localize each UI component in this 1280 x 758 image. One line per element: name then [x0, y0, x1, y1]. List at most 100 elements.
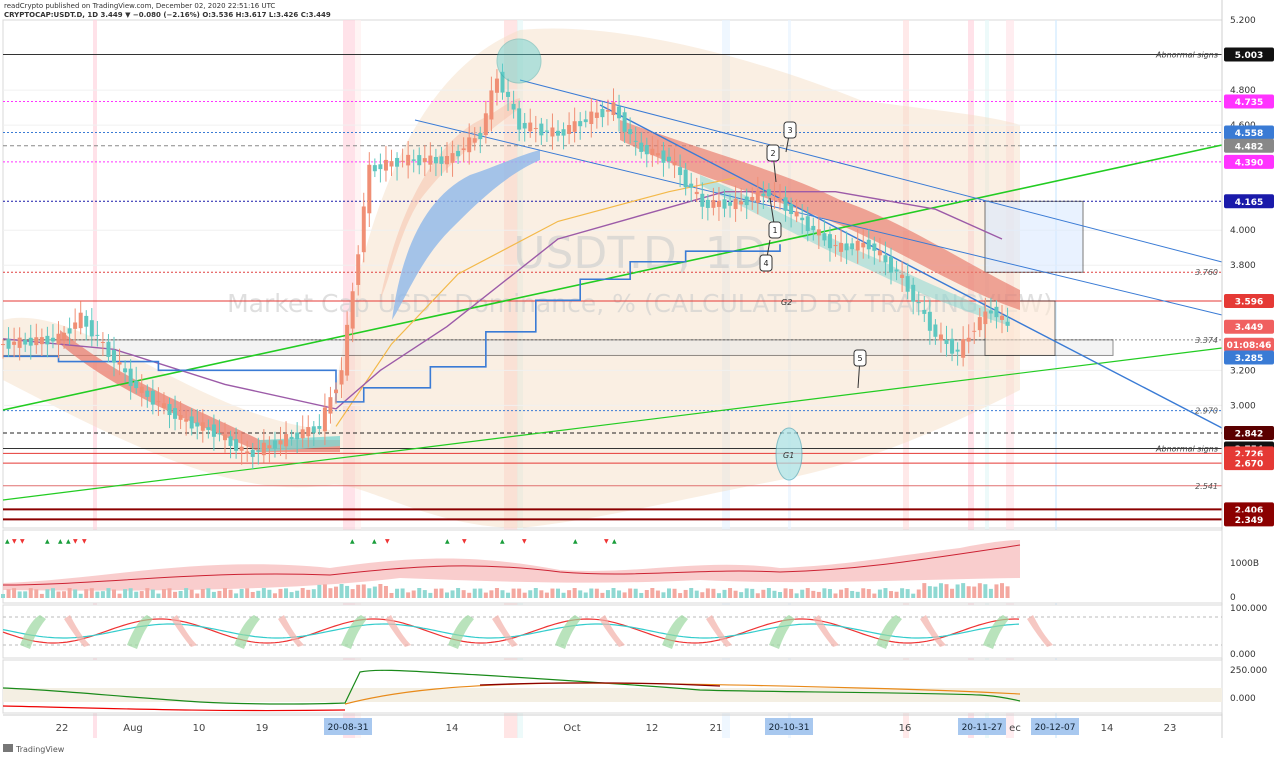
candle-body [855, 240, 860, 251]
volume-bar [922, 583, 927, 598]
volume-bar [572, 588, 577, 598]
publish-info: readCrypto published on TradingView.com,… [4, 2, 276, 10]
volume-bar [361, 584, 366, 598]
date-marker [1031, 718, 1079, 735]
volume-bar [395, 588, 400, 598]
candle-body [228, 436, 233, 446]
volume-bar [1005, 586, 1010, 598]
volume-bar [611, 588, 616, 598]
level-badge-text: 2.842 [1235, 430, 1263, 440]
level-badge [1224, 125, 1274, 140]
volume-bar [744, 588, 749, 598]
volume-bar [561, 592, 566, 598]
candle-body [850, 243, 855, 250]
signal-marker: ▼ [20, 538, 25, 545]
volume-bar [506, 592, 511, 598]
candle-body [300, 429, 305, 439]
candle-body [761, 193, 766, 196]
volume-bar [772, 590, 777, 598]
candle-body [600, 108, 605, 118]
candle-body [711, 200, 716, 208]
candle-body [722, 199, 727, 209]
candle-body [211, 424, 216, 437]
x-tick-label: 22 [56, 723, 69, 734]
candle-body [117, 362, 122, 365]
stoch-wave-up [876, 615, 902, 649]
candle-body [916, 302, 921, 304]
y-tick-label: 3.200 [1230, 366, 1256, 376]
ribbon-cyan-right [700, 175, 1010, 326]
stoch-wave-down [171, 615, 197, 647]
volume-bar [34, 589, 39, 598]
candle-body [134, 380, 139, 389]
volume-bar [1, 594, 5, 598]
candle-body [189, 416, 194, 429]
signal-marker: ▲ [5, 538, 10, 545]
volume-bar [750, 588, 755, 598]
volume-bar [28, 588, 33, 598]
level-badge [1224, 293, 1274, 308]
volume-bar [556, 588, 560, 598]
level-badge-text: 4.558 [1235, 129, 1263, 139]
candle-body [389, 161, 394, 167]
session-stripe [93, 20, 97, 738]
candle-body [1000, 315, 1004, 320]
volume-bar [705, 588, 710, 598]
candle-body [395, 157, 400, 167]
candle-body [406, 154, 411, 166]
volume-bar [567, 590, 572, 598]
volume-bar [683, 589, 688, 598]
trailing-stop-line [3, 244, 781, 403]
candle-body [383, 159, 388, 171]
candle-body [489, 90, 494, 120]
volume-bar [855, 591, 860, 598]
volume-bar [783, 588, 788, 598]
volume-bar [839, 589, 844, 598]
momentum-tick: 250.000 [1230, 666, 1267, 676]
volume-bar [189, 589, 194, 598]
candle-body [39, 337, 44, 345]
candle-body [589, 111, 594, 125]
candle-body [217, 433, 222, 435]
candle-body [483, 113, 488, 136]
candle-body [317, 426, 322, 429]
volume-bar [517, 588, 522, 598]
tradingview-brand: TradingView [15, 745, 65, 754]
volume-bar [134, 591, 139, 598]
volume-bar [433, 588, 438, 598]
volume-bar [106, 588, 111, 598]
candle-body [361, 206, 366, 253]
candles [1, 63, 1010, 470]
candle-body [683, 169, 688, 188]
x-tick-label: 12 [646, 723, 659, 734]
candle-body [955, 349, 960, 352]
volume-bar [605, 590, 610, 598]
volume-bar [284, 588, 289, 598]
volume-bar [988, 588, 993, 598]
candle-body [478, 133, 483, 140]
volume-bar [594, 588, 599, 598]
candle-body [184, 419, 189, 422]
volume-bar [805, 588, 810, 598]
candle-body [472, 138, 477, 143]
date-marker-text: 20-10-31 [769, 723, 810, 733]
volume-bar [89, 588, 94, 598]
candle-body [100, 341, 105, 343]
candle-body [289, 436, 294, 440]
candle-body [644, 144, 649, 155]
volume-bar [650, 588, 655, 598]
candle-body [694, 191, 699, 195]
candle-body [966, 337, 971, 342]
level-badge-text: 2.349 [1235, 516, 1263, 526]
volume-bar [728, 588, 733, 598]
stoch-wave-up [662, 615, 688, 649]
candle-body [73, 322, 78, 329]
volume-bar [389, 592, 394, 598]
candle-body [78, 312, 83, 329]
volume-bar [761, 589, 766, 598]
volume-bar [633, 588, 638, 598]
stoch-wave-down [385, 615, 411, 647]
volume-bar [372, 586, 377, 598]
